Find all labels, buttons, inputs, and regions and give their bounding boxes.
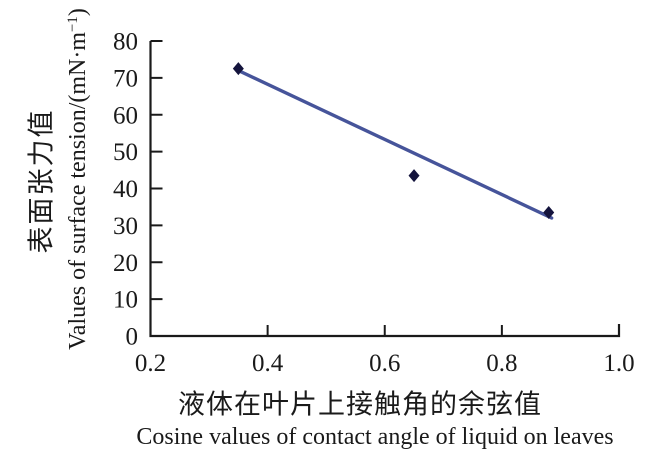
axis-spines	[149, 41, 621, 338]
x-tick-label: 0.4	[252, 350, 284, 377]
y-tick-label: 50	[113, 139, 138, 166]
x-axis-title-en: Cosine values of contact angle of liquid…	[136, 424, 614, 450]
y-axis-title-en-text: Values of surface tension/(mN·m	[65, 31, 92, 350]
y-axis-title-zh: 表面张力值	[26, 108, 57, 254]
y-tick-label: 80	[113, 29, 138, 56]
x-axis-title-zh: 液体在叶片上接触角的余弦值	[178, 389, 542, 420]
y-tick-label: 0	[126, 324, 139, 351]
y-axis-title-en: Values of surface tension/(mN·m−1)	[64, 8, 92, 350]
y-tick-label: 60	[113, 102, 138, 129]
x-tick-label: 0.6	[369, 350, 400, 377]
data-point-marker	[232, 62, 244, 76]
y-tick-label: 10	[113, 287, 138, 314]
data-point-marker	[543, 205, 555, 219]
y-axis-title-en-close: )	[65, 8, 92, 17]
x-tick-label: 0.8	[486, 350, 517, 377]
trend-line	[236, 68, 554, 220]
y-axis-title-en-superscript: −1	[64, 16, 81, 32]
y-tick-label: 30	[113, 213, 138, 240]
data-point-marker	[408, 169, 420, 183]
y-tick-label: 40	[113, 176, 138, 203]
y-tick-label: 70	[113, 65, 138, 92]
y-tick-label: 20	[113, 250, 138, 277]
x-tick-label: 0.2	[135, 350, 166, 377]
x-tick-label: 1.0	[603, 350, 634, 377]
